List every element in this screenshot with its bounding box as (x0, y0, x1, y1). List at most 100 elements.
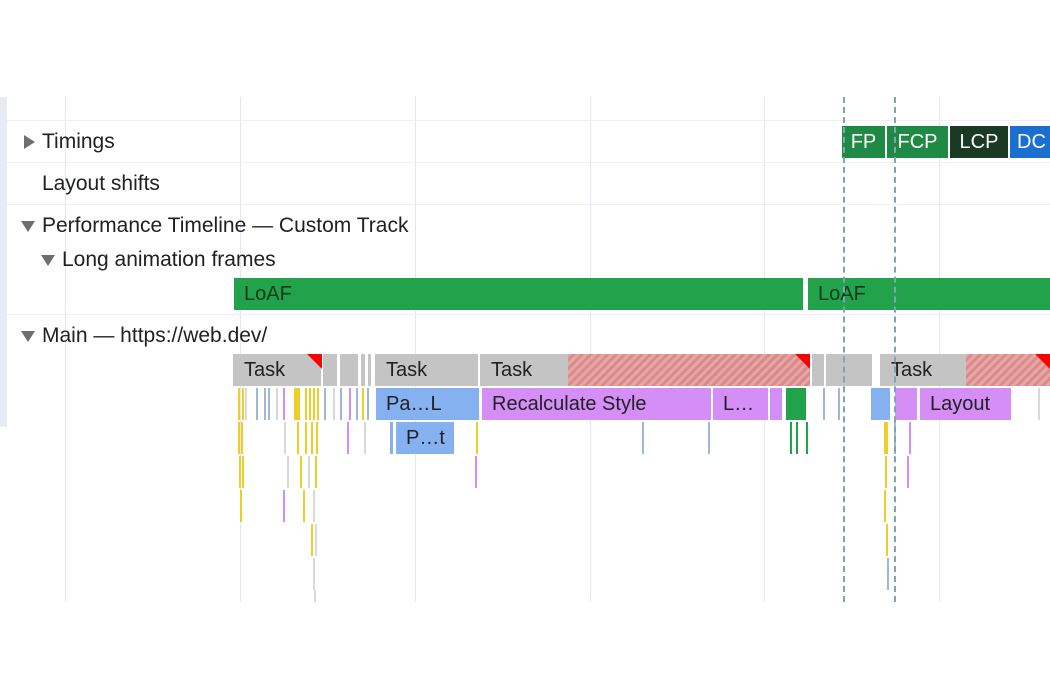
script-event[interactable] (311, 524, 313, 556)
task-block-small[interactable] (340, 354, 358, 386)
misc-event[interactable] (313, 558, 315, 590)
task-block-small[interactable] (323, 354, 337, 386)
script-event[interactable] (297, 422, 299, 454)
misc-event[interactable] (324, 388, 326, 420)
loaf-bar[interactable]: LoAF (234, 278, 803, 310)
script-event[interactable] (294, 388, 300, 420)
script-event[interactable] (305, 422, 307, 454)
parse-event-small[interactable] (871, 388, 885, 420)
script-event[interactable] (242, 388, 244, 420)
long-task-marker-icon (1035, 354, 1050, 369)
task-block-small[interactable] (368, 354, 371, 386)
script-event[interactable] (238, 422, 240, 454)
loaf-bar[interactable]: LoAF (808, 278, 1050, 310)
misc-event[interactable] (245, 388, 247, 420)
script-event[interactable] (316, 422, 318, 454)
style-event-small[interactable] (895, 388, 917, 420)
track-label-layout-shifts[interactable]: Layout shifts (42, 172, 160, 195)
paint-event-small[interactable] (786, 388, 796, 420)
misc-event[interactable] (823, 388, 825, 420)
style-event-small[interactable] (475, 456, 477, 488)
collapse-main-track-icon[interactable] (21, 331, 35, 342)
misc-event[interactable] (364, 422, 366, 454)
task-block[interactable]: Task (480, 354, 570, 386)
style-event-small[interactable] (909, 422, 911, 454)
long-task-marker-icon (307, 354, 322, 369)
script-event[interactable] (240, 490, 242, 522)
timing-marker-fcp[interactable]: FCP (887, 126, 948, 158)
misc-event[interactable] (340, 388, 342, 420)
paint-event-small[interactable] (794, 388, 806, 420)
collapse-loaf-group-icon[interactable] (41, 255, 55, 266)
task-block-small[interactable] (361, 354, 365, 386)
misc-event[interactable] (367, 388, 369, 420)
misc-event[interactable] (1038, 388, 1040, 420)
collapse-custom-track-icon[interactable] (21, 221, 35, 232)
script-event[interactable] (241, 422, 243, 454)
paint-event-small[interactable] (806, 422, 808, 454)
grid-line (415, 97, 416, 602)
misc-event[interactable] (838, 388, 840, 420)
misc-event[interactable] (268, 388, 270, 420)
misc-event[interactable] (287, 456, 289, 488)
style-event-small[interactable] (770, 388, 782, 420)
misc-event[interactable] (313, 490, 315, 522)
parse-html-event[interactable]: P…t (396, 422, 454, 454)
misc-event[interactable] (315, 524, 317, 556)
track-label-main[interactable]: Main — https://web.dev/ (42, 324, 268, 347)
misc-event[interactable] (333, 388, 335, 420)
script-event[interactable] (886, 524, 888, 556)
expand-timings-icon[interactable] (24, 135, 35, 149)
parse-event-small[interactable] (390, 422, 393, 454)
script-event[interactable] (242, 456, 244, 488)
misc-event[interactable] (356, 388, 358, 420)
task-block[interactable]: Task (375, 354, 478, 386)
misc-event[interactable] (256, 388, 258, 420)
layout-event[interactable]: Layout (920, 388, 1011, 420)
track-label-long-animation-frames[interactable]: Long animation frames (62, 248, 276, 271)
parse-event-small[interactable] (885, 388, 890, 420)
track-label-custom-track[interactable]: Performance Timeline — Custom Track (42, 214, 409, 237)
grid-line (240, 97, 241, 602)
script-event[interactable] (885, 456, 887, 488)
script-event[interactable] (884, 490, 886, 522)
misc-event[interactable] (642, 422, 644, 454)
script-event[interactable] (362, 388, 364, 420)
timing-marker-lcp[interactable]: LCP (950, 126, 1008, 158)
style-event-small[interactable] (907, 456, 909, 488)
script-event[interactable] (313, 388, 315, 420)
task-block-small[interactable] (812, 354, 824, 386)
script-event[interactable] (476, 422, 478, 454)
misc-event[interactable] (708, 422, 710, 454)
script-event[interactable] (317, 388, 319, 420)
style-event-small[interactable] (283, 388, 285, 420)
misc-event[interactable] (284, 422, 286, 454)
recalculate-style-event[interactable]: Recalculate Style (482, 388, 711, 420)
misc-event[interactable] (314, 590, 316, 602)
task-block-small[interactable] (826, 354, 872, 386)
misc-event[interactable] (276, 388, 278, 420)
script-event[interactable] (238, 388, 240, 420)
timing-marker-fp[interactable]: FP (842, 126, 885, 158)
misc-event[interactable] (308, 456, 310, 488)
script-event[interactable] (239, 456, 241, 488)
style-event-small[interactable] (347, 422, 349, 454)
style-event-small[interactable] (349, 388, 351, 420)
script-event[interactable] (315, 456, 317, 488)
script-event[interactable] (311, 422, 313, 454)
layout-event-short[interactable]: L… (713, 388, 768, 420)
script-event[interactable] (303, 490, 305, 522)
track-label-timings[interactable]: Timings (42, 130, 115, 153)
misc-event[interactable] (264, 388, 266, 420)
task-block[interactable]: Task (233, 354, 321, 386)
parse-html-event[interactable]: Pa…L (376, 388, 479, 420)
script-event[interactable] (884, 422, 888, 454)
timing-marker-dc[interactable]: DC (1010, 126, 1050, 158)
paint-event-small[interactable] (790, 422, 792, 454)
misc-event[interactable] (887, 558, 889, 590)
script-event[interactable] (300, 456, 302, 488)
script-event[interactable] (309, 388, 311, 420)
style-event-small[interactable] (283, 490, 285, 522)
script-event[interactable] (305, 388, 307, 420)
paint-event-small[interactable] (796, 422, 798, 454)
